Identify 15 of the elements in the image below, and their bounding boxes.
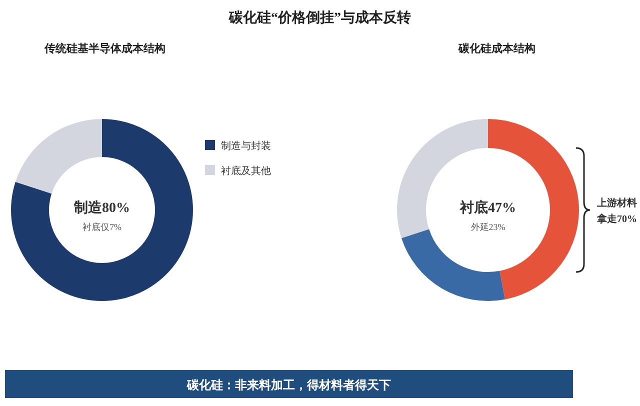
donut-slice bbox=[15, 119, 102, 194]
donut-slice bbox=[488, 119, 579, 300]
text: 碳化硅“价格倒挂”与成本反转 bbox=[228, 9, 411, 26]
legend-label: 衬底及其他 bbox=[221, 165, 271, 177]
chart-title: 传统硅基半导体成本结构 bbox=[44, 42, 166, 55]
chart-title: 碳化硅成本结构 bbox=[458, 42, 536, 55]
text: 衬底47% bbox=[459, 199, 516, 216]
text: 外延23% bbox=[470, 222, 506, 232]
text: 制造80% bbox=[73, 200, 130, 216]
text: 碳化硅：非来料加工，得材料者得天下 bbox=[186, 378, 391, 392]
text: 衬底仅7% bbox=[82, 222, 122, 232]
text: 上游材料拿走70% bbox=[596, 197, 637, 225]
donut-slice bbox=[11, 119, 193, 301]
donut-slice bbox=[397, 119, 488, 238]
legend-label: 制造与封装 bbox=[221, 140, 271, 152]
